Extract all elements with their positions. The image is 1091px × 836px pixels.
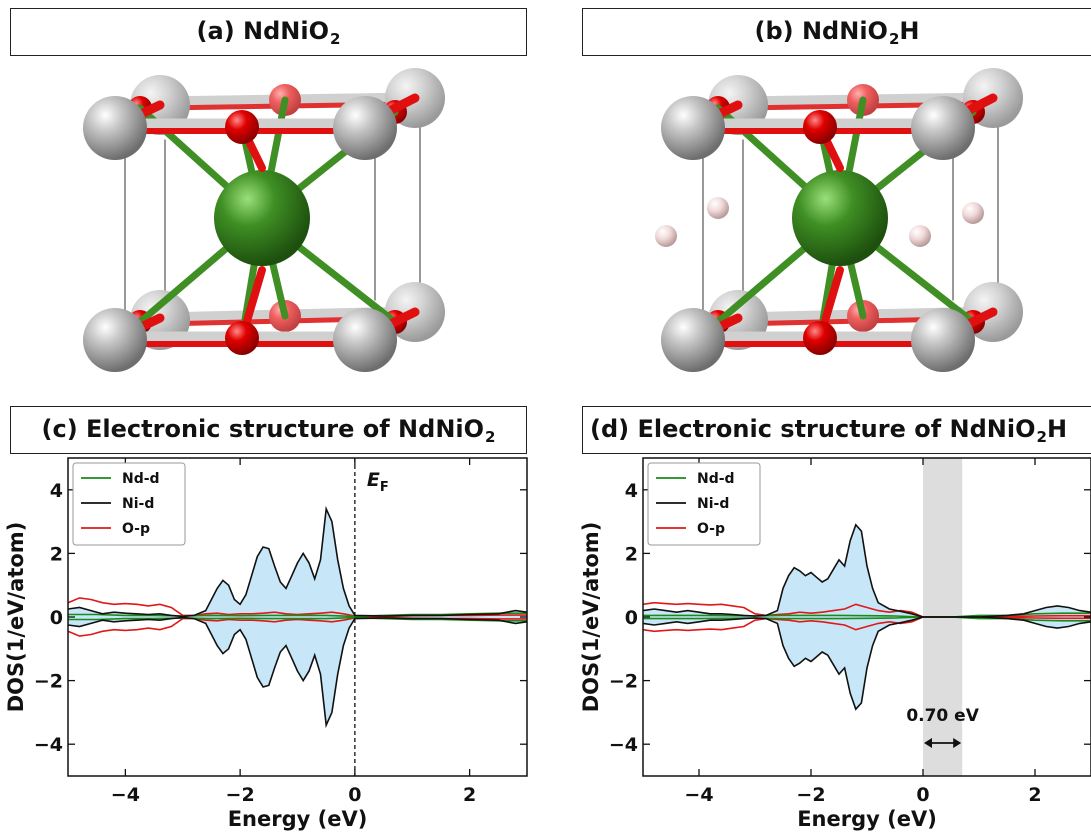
y-axis-label: DOS(1/eV/atom) <box>579 522 603 713</box>
x-tick-label: −2 <box>226 784 255 806</box>
y-tick-label: 4 <box>625 480 638 502</box>
y-tick-label: 2 <box>50 543 63 565</box>
ni-atom <box>661 96 725 160</box>
x-tick-label: 2 <box>463 784 476 806</box>
legend-label-o-p: O-p <box>697 521 725 537</box>
y-tick-label: −4 <box>34 734 63 756</box>
x-axis-label: Energy (eV) <box>228 807 368 831</box>
plot-area <box>643 458 1091 776</box>
x-tick-label: 2 <box>1028 784 1041 806</box>
legend-box <box>72 462 186 546</box>
legend-label-ni-d: Ni-d <box>697 496 729 512</box>
series-ni-d-up <box>68 505 527 618</box>
panel-c-title: (c) Electronic structure of NdNiO2 <box>10 406 527 454</box>
panel-a-title: (a) NdNiO2 <box>10 8 527 56</box>
ni-atom <box>911 96 975 160</box>
y-tick-label: 4 <box>50 480 63 502</box>
ni-atom <box>83 96 147 160</box>
crystal-structures <box>83 68 1023 372</box>
legend-label-nd-d: Nd-d <box>122 471 160 487</box>
crystal-structure-b <box>655 68 1023 372</box>
x-tick-label: 0 <box>916 784 929 806</box>
crystal-structure-a <box>83 68 445 372</box>
y-tick-label: −2 <box>34 671 63 693</box>
plot-area <box>68 505 527 729</box>
panel-b-title: (b) NdNiO2H <box>582 8 1091 56</box>
total-dos-fill <box>68 508 527 726</box>
gap-arrow-head <box>924 738 932 748</box>
h-atom <box>655 225 677 247</box>
series-nd-d-down <box>68 616 527 622</box>
legend-label-o-p: O-p <box>122 521 150 537</box>
x-tick-label: −4 <box>684 784 713 806</box>
y-tick-label: 2 <box>625 543 638 565</box>
y-tick-label: 0 <box>625 607 638 629</box>
h-atom <box>909 225 931 247</box>
o-atom <box>803 110 837 144</box>
nd-atom <box>792 170 888 266</box>
ni-atom <box>83 308 147 372</box>
legend: Nd-d Ni-d O-p <box>647 462 761 546</box>
gap-arrow-head <box>953 738 962 748</box>
legend: Nd-d Ni-d O-p <box>72 462 186 546</box>
ni-atom <box>333 96 397 160</box>
o-atom <box>803 321 837 355</box>
gap-label: 0.70 eV <box>906 706 979 726</box>
x-tick-label: 0 <box>348 784 361 806</box>
y-tick-label: −4 <box>609 734 638 756</box>
y-axis-label: DOS(1/eV/atom) <box>4 522 28 713</box>
series-ni-d-down <box>68 616 527 729</box>
x-tick-label: −2 <box>796 784 825 806</box>
h-atom <box>962 202 984 224</box>
o-atom <box>225 110 259 144</box>
series-ni-d-up <box>643 523 1091 618</box>
ni-atom <box>911 308 975 372</box>
ni-atom <box>661 308 725 372</box>
legend-label-ni-d: Ni-d <box>122 496 154 512</box>
legend-label-nd-d: Nd-d <box>697 471 735 487</box>
x-tick-label: −4 <box>111 784 140 806</box>
legend-box <box>647 462 761 546</box>
panel-d-title: (d) Electronic structure of NdNiO2H <box>582 406 1091 454</box>
x-axis-label: Energy (eV) <box>797 807 937 831</box>
o-atom <box>225 321 259 355</box>
y-tick-label: 0 <box>50 607 63 629</box>
series-ni-d-down <box>643 616 1091 711</box>
series-nd-d-up <box>68 612 527 618</box>
ni-atom <box>333 308 397 372</box>
y-tick-label: −2 <box>609 671 638 693</box>
nd-atom <box>214 170 310 266</box>
total-dos-fill <box>643 524 1091 710</box>
h-atom <box>707 197 729 219</box>
